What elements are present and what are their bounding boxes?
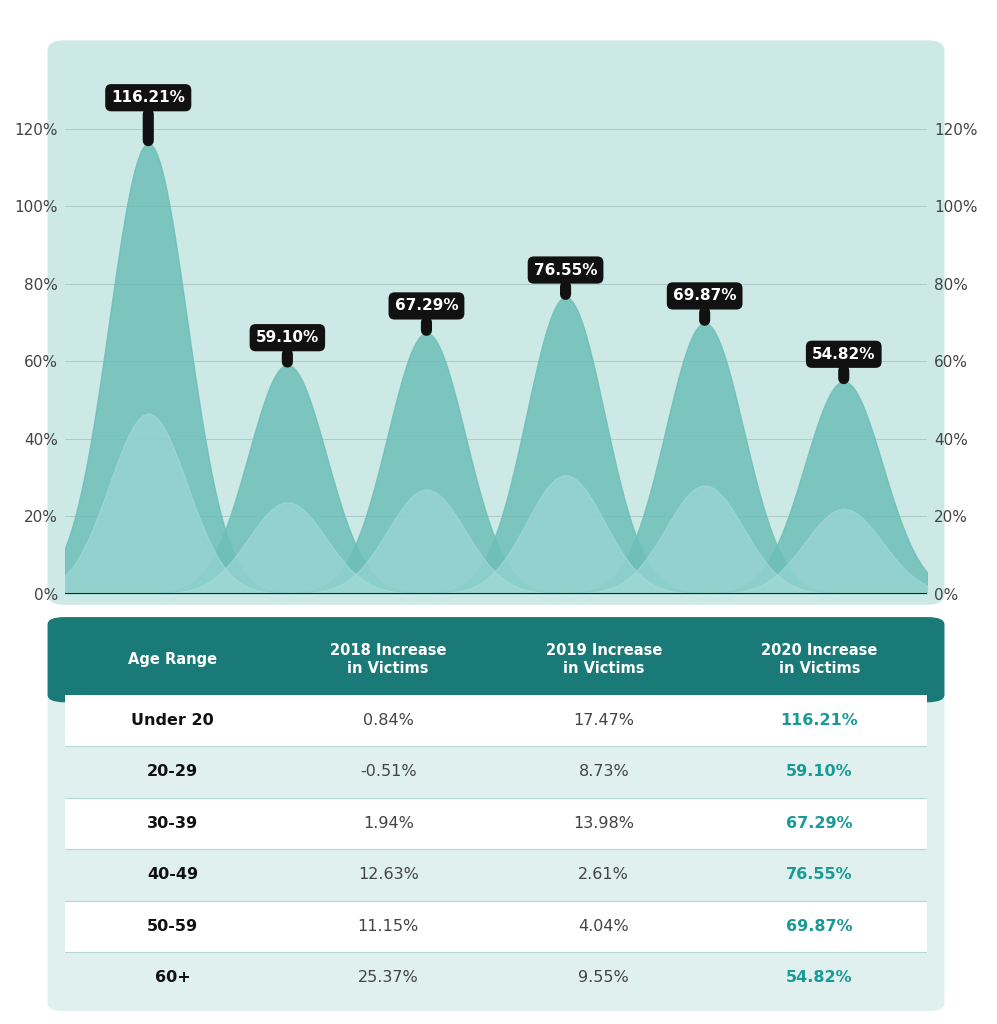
Text: 30-39: 30-39 xyxy=(403,626,450,640)
Text: 50-59: 50-59 xyxy=(681,626,728,640)
Text: 54.82%: 54.82% xyxy=(812,347,875,379)
Text: 54.82%: 54.82% xyxy=(786,971,852,985)
Text: 0.84%: 0.84% xyxy=(363,713,414,728)
Text: Under 20: Under 20 xyxy=(111,626,186,640)
Bar xyxy=(65,746,927,798)
Text: 20-29: 20-29 xyxy=(147,765,198,779)
Bar xyxy=(65,952,927,1004)
Text: 30-39: 30-39 xyxy=(147,816,198,830)
Text: 9.55%: 9.55% xyxy=(578,971,629,985)
FancyBboxPatch shape xyxy=(48,617,944,702)
Text: 8.73%: 8.73% xyxy=(578,765,629,779)
Text: 67.29%: 67.29% xyxy=(395,298,459,331)
Bar xyxy=(65,900,927,952)
Text: -0.51%: -0.51% xyxy=(360,765,417,779)
Text: 69.87%: 69.87% xyxy=(673,289,737,321)
Text: 60+: 60+ xyxy=(828,626,860,640)
FancyBboxPatch shape xyxy=(48,617,944,1011)
FancyBboxPatch shape xyxy=(48,40,944,605)
Text: 69.87%: 69.87% xyxy=(786,919,852,934)
Text: 2.61%: 2.61% xyxy=(578,867,629,883)
Text: 4.04%: 4.04% xyxy=(578,919,629,934)
Bar xyxy=(65,849,927,900)
Text: Under 20: Under 20 xyxy=(132,713,214,728)
Text: 12.63%: 12.63% xyxy=(358,867,419,883)
Bar xyxy=(65,798,927,849)
Text: Age Range: Age Range xyxy=(128,652,217,668)
Text: 76.55%: 76.55% xyxy=(533,262,597,294)
Text: 25.37%: 25.37% xyxy=(358,971,419,985)
Text: 60+: 60+ xyxy=(155,971,190,985)
Text: 40-49: 40-49 xyxy=(542,626,589,640)
Text: 13.98%: 13.98% xyxy=(573,816,634,830)
Text: 1.94%: 1.94% xyxy=(363,816,414,830)
Text: 2018 Increase
in Victims: 2018 Increase in Victims xyxy=(330,643,447,676)
Text: 50-59: 50-59 xyxy=(147,919,198,934)
Text: 59.10%: 59.10% xyxy=(786,765,852,779)
Text: 59.10%: 59.10% xyxy=(256,330,319,362)
Text: 17.47%: 17.47% xyxy=(573,713,634,728)
Text: 20-29: 20-29 xyxy=(264,626,311,640)
Bar xyxy=(65,694,927,746)
Text: 76.55%: 76.55% xyxy=(786,867,852,883)
Text: 67.29%: 67.29% xyxy=(786,816,852,830)
Text: 2019 Increase
in Victims: 2019 Increase in Victims xyxy=(545,643,662,676)
Text: 40-49: 40-49 xyxy=(147,867,198,883)
Text: 2020 Increase
in Victims: 2020 Increase in Victims xyxy=(762,643,877,676)
Text: 116.21%: 116.21% xyxy=(781,713,858,728)
Text: 2020 Increase in Victims by Age Range: 2020 Increase in Victims by Age Range xyxy=(346,673,646,688)
Text: 11.15%: 11.15% xyxy=(358,919,419,934)
Text: 116.21%: 116.21% xyxy=(112,90,185,140)
